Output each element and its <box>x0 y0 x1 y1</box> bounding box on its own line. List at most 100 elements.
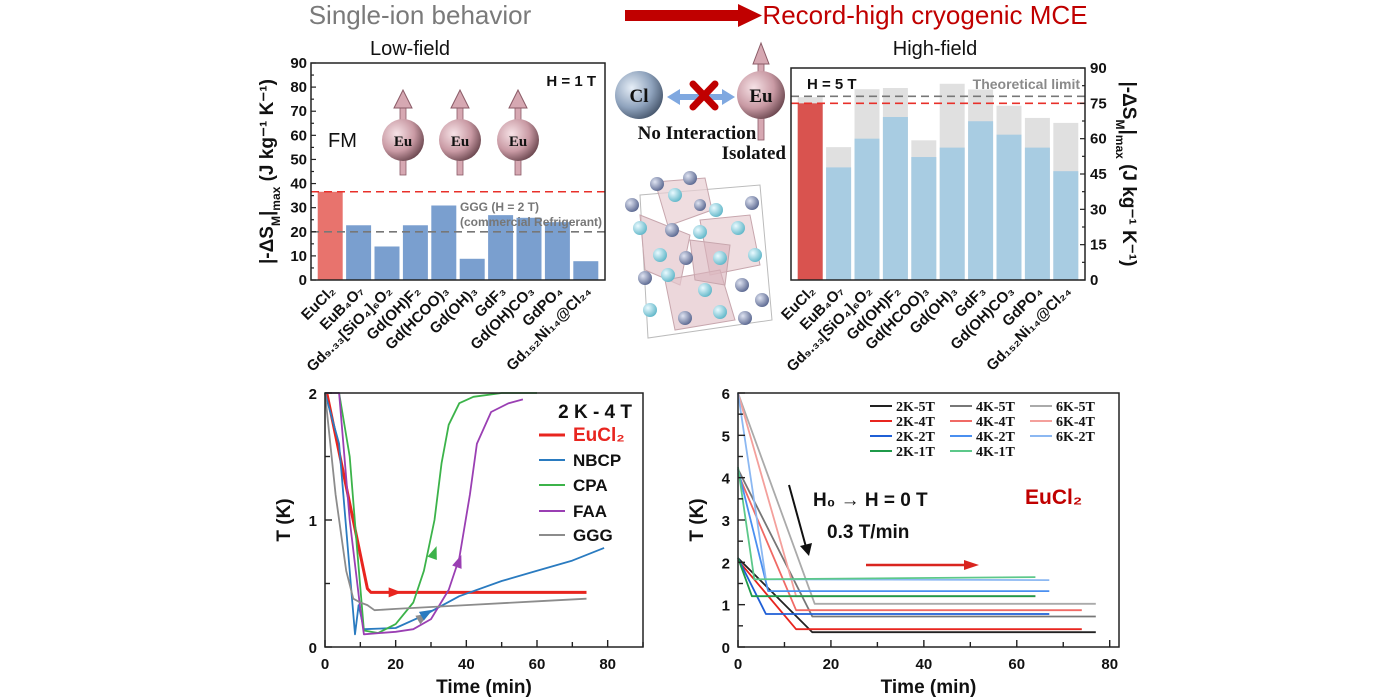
legend-label: 2K-5T <box>896 400 936 415</box>
bar <box>1024 147 1050 280</box>
right-title: Record-high cryogenic MCE <box>762 0 1087 30</box>
y-axis-label-part: (J kg⁻¹ K⁻¹) <box>1118 159 1139 267</box>
eu-label: Eu <box>394 134 412 150</box>
bar <box>431 205 457 280</box>
y-tick-label: 80 <box>290 79 307 96</box>
legend-label: 6K-2T <box>1056 430 1096 445</box>
y-axis-label-part: max <box>269 186 283 210</box>
y-axis-label: |-ΔSM|max (J kg⁻¹ K⁻¹) <box>1113 81 1139 266</box>
direction-arrow-icon <box>427 546 437 561</box>
low-field-subtitle: Low-field <box>370 38 450 60</box>
x-axis-label: Time (min) <box>881 677 977 698</box>
series-line-6K5T <box>737 392 1096 605</box>
legend-label: 2K-4T <box>896 415 936 430</box>
y-tick-label: 30 <box>290 200 307 217</box>
series-line-4K2T <box>737 468 1050 592</box>
series-line-FAA <box>325 392 524 636</box>
y-tick-label: 60 <box>1090 131 1107 148</box>
no-interaction-label: No Interaction <box>638 123 757 144</box>
fm-label: FM <box>328 130 357 152</box>
y-tick-label: 90 <box>290 55 307 72</box>
legend-label: 4K-4T <box>976 415 1016 430</box>
y-tick-label: 6 <box>722 386 730 403</box>
bar <box>573 261 599 280</box>
direction-arrow-icon <box>388 587 402 598</box>
direction-arrow-icon <box>418 609 433 621</box>
y-tick-label: 1 <box>309 513 317 530</box>
series-line-2K2T <box>737 557 1050 615</box>
legend-label: GGG <box>573 526 613 545</box>
field-ramp-annotation: H₀ → H = 0 T <box>813 490 928 511</box>
x-axis-label: Time (min) <box>436 677 532 698</box>
bar <box>459 258 485 280</box>
legend-label: FAA <box>573 502 607 521</box>
bar <box>374 246 400 280</box>
y-tick-label: 50 <box>290 151 307 168</box>
atoms <box>625 171 769 325</box>
y-axis-label-part: |-ΔS <box>1118 81 1139 119</box>
ggg-label: GGG (H = 2 T) <box>460 200 539 214</box>
x-tick-label: 40 <box>458 656 475 673</box>
left-title: Single-ion behavior <box>309 0 532 30</box>
fm-schematic: FM Eu Eu Eu <box>328 88 539 176</box>
bar <box>882 116 908 281</box>
theoretical-limit-label: Theoretical limit <box>973 76 1081 92</box>
y-tick-label: 20 <box>290 224 307 241</box>
y-tick-label: 10 <box>290 248 307 265</box>
low-field-bar-chart: EuCl₂EuB₄O₇Gd₉.₃₃[SiO₄]₆O₂Gd(OH)F₂Gd(HCO… <box>257 55 606 375</box>
y-tick-label: 45 <box>1090 166 1107 183</box>
y-tick-label: 3 <box>722 513 730 530</box>
crystal-structure <box>625 171 773 339</box>
y-axis-label-part: M <box>269 216 283 226</box>
bar <box>797 103 823 280</box>
y-tick-label: 1 <box>722 598 730 615</box>
condition-annotation: 2 K - 4 T <box>558 402 632 423</box>
ramp-arrow-icon <box>788 484 807 548</box>
x-tick-label: 20 <box>387 656 404 673</box>
ramp-rate-annotation: 0.3 T/min <box>827 522 909 543</box>
bar <box>402 225 428 280</box>
time-arrowhead-icon <box>964 560 979 570</box>
y-axis-label: T (K) <box>687 498 708 541</box>
x-tick-label: 20 <box>823 656 840 673</box>
x-tick-label: 60 <box>1008 656 1025 673</box>
field-annotation: H = 1 T <box>546 73 596 90</box>
material-label: EuCl₂ <box>1025 486 1082 509</box>
y-axis-label-part: max <box>1113 135 1127 159</box>
y-tick-label: 15 <box>1090 237 1107 254</box>
cross-icon <box>689 80 719 111</box>
eu-spin-1: Eu <box>382 88 424 176</box>
bar <box>317 191 343 280</box>
eu-label: Eu <box>509 134 527 150</box>
eu-isolated-spin: Eu <box>737 41 785 141</box>
y-tick-label: 90 <box>1090 60 1107 77</box>
transition-arrow <box>625 4 762 27</box>
series-line-2K4T <box>737 559 1082 631</box>
y-axis-label-part: | <box>257 211 278 216</box>
bar <box>1053 171 1079 280</box>
y-axis-label-part: |-ΔS <box>257 226 278 264</box>
legend-label: 2K-1T <box>896 445 936 460</box>
isolated-label: Isolated <box>722 143 787 164</box>
y-axis-label: |-ΔSM|max (J kg⁻¹ K⁻¹) <box>257 79 283 264</box>
y-tick-label: 4 <box>722 471 731 488</box>
bar <box>968 121 994 280</box>
x-tick-label: 0 <box>321 656 329 673</box>
direction-arrow-icon <box>452 555 462 569</box>
eu-label: Eu <box>749 86 773 107</box>
series-line-CPA <box>325 392 537 634</box>
y-axis-label-part: (J kg⁻¹ K⁻¹) <box>257 79 278 187</box>
eu-spin-2: Eu <box>439 88 481 176</box>
bar <box>346 225 372 280</box>
x-tick-label: 80 <box>599 656 616 673</box>
x-tick-label: 0 <box>734 656 742 673</box>
y-tick-label: 75 <box>1090 95 1107 112</box>
y-axis-label-part: | <box>1118 129 1139 134</box>
field-annotation: H = 5 T <box>807 76 857 93</box>
series-line-2K1T <box>737 557 1036 598</box>
y-tick-label: 30 <box>1090 201 1107 218</box>
bar <box>516 217 542 280</box>
series-line-4K5T <box>737 468 1096 618</box>
eu-label: Eu <box>451 134 469 150</box>
